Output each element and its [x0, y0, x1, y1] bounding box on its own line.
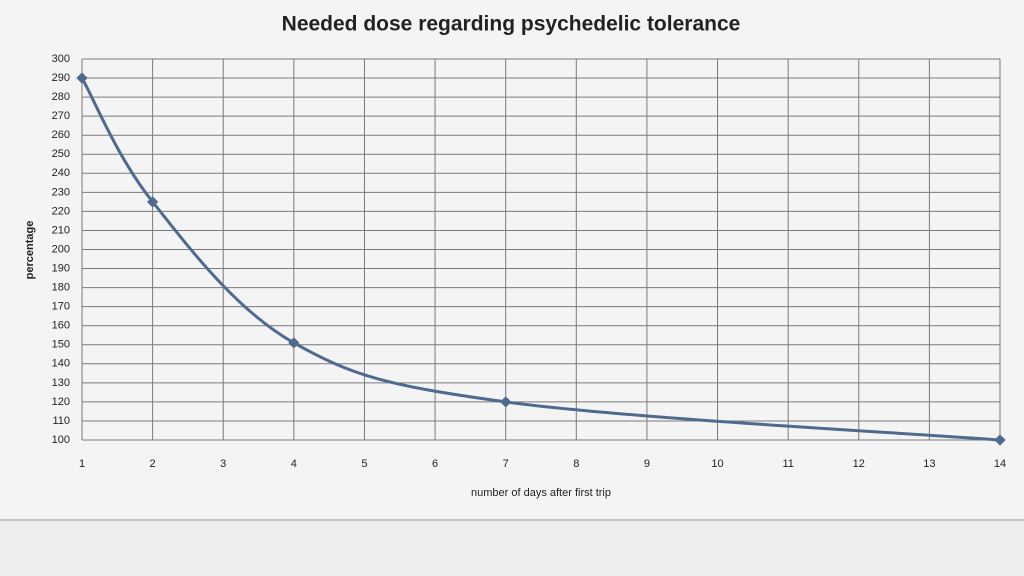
y-tick-label: 240: [52, 167, 70, 179]
x-tick-label: 8: [573, 458, 579, 470]
chart-area: [0, 0, 1024, 520]
y-tick-label: 220: [52, 205, 70, 217]
y-tick-label: 170: [52, 301, 70, 313]
y-tick-label: 280: [52, 91, 70, 103]
x-tick-label: 6: [432, 458, 438, 470]
y-tick-label: 230: [52, 186, 70, 198]
y-tick-label: 150: [52, 339, 70, 351]
y-tick-label: 290: [52, 72, 70, 84]
y-tick-label: 130: [52, 377, 70, 389]
y-tick-label: 270: [52, 110, 70, 122]
line: [80, 77, 1001, 442]
x-tick-label: 7: [503, 458, 509, 470]
x-tick-label: 9: [644, 458, 650, 470]
y-tick-label: 250: [52, 148, 70, 160]
marker: [500, 396, 512, 408]
y-tick-label: 300: [52, 53, 70, 65]
x-tick-label: 4: [291, 458, 297, 470]
x-tick-label: 14: [994, 458, 1006, 470]
y-tick-label: 260: [52, 129, 70, 141]
x-tick-label: 2: [150, 458, 156, 470]
y-tick-label: 210: [52, 224, 70, 236]
y-tick-label: 190: [52, 262, 70, 274]
x-tick-label: 1: [79, 458, 85, 470]
x-tick-label: 12: [853, 458, 865, 470]
x-tick-label: 5: [361, 458, 367, 470]
x-tick-label: 3: [220, 458, 226, 470]
y-tick-label: 180: [52, 282, 70, 294]
y-tick-label: 160: [52, 320, 70, 332]
x-tick-label: 10: [711, 458, 723, 470]
y-tick-label: 100: [52, 434, 70, 446]
y-tick-label: 120: [52, 396, 70, 408]
x-tick-label: 11: [782, 458, 793, 470]
marker: [146, 196, 159, 208]
chart-title: Needed dose regarding psychedelic tolera…: [282, 13, 741, 36]
y-tick-label: 140: [52, 358, 70, 370]
y-axis-label: percentage: [24, 221, 36, 280]
y-tick-label: 200: [52, 243, 70, 255]
marker: [994, 434, 1006, 446]
x-axis-label: number of days after first trip: [471, 487, 611, 499]
y-tick-label: 110: [52, 415, 70, 427]
marker: [288, 337, 300, 349]
x-tick-label: 13: [923, 458, 935, 470]
